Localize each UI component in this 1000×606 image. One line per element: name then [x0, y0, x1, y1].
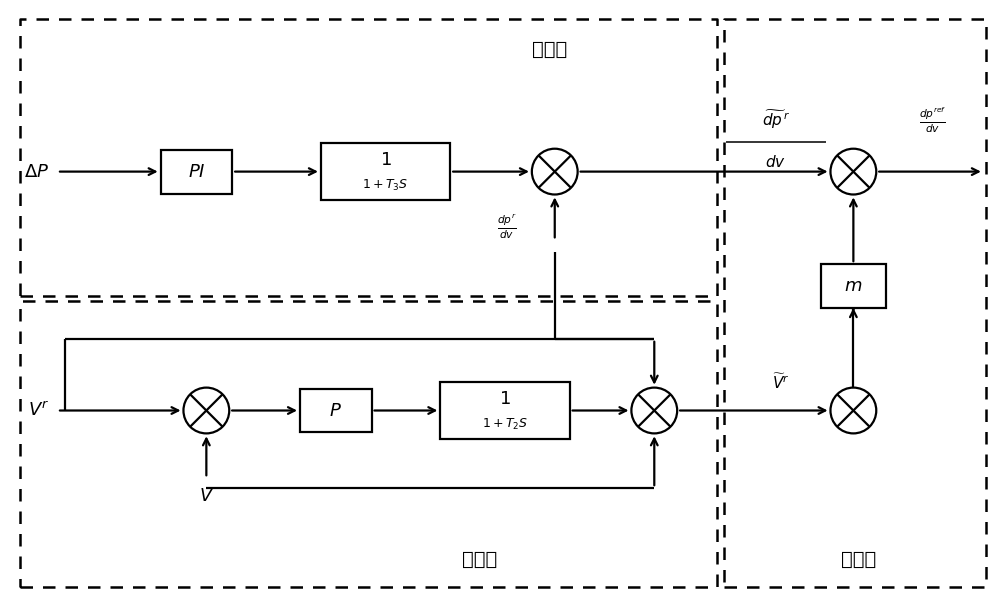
Text: $-$: $-$ [840, 173, 850, 187]
Text: $V$: $V$ [199, 487, 214, 505]
Text: 第一层: 第一层 [841, 550, 876, 569]
Circle shape [183, 388, 229, 433]
Text: +: + [542, 158, 551, 168]
Text: +: + [840, 158, 850, 168]
Text: $\frac{dp^{ref}}{dv}$: $\frac{dp^{ref}}{dv}$ [919, 105, 947, 135]
Bar [821, 264, 886, 308]
Text: $1 + T_3 S$: $1 + T_3 S$ [362, 178, 409, 193]
Text: 第三层: 第三层 [532, 39, 567, 59]
Text: $m$: $m$ [844, 277, 863, 295]
Circle shape [532, 148, 578, 195]
Circle shape [830, 388, 876, 433]
Circle shape [631, 388, 677, 433]
Bar [300, 388, 372, 433]
Text: $1$: $1$ [380, 151, 391, 168]
Text: $\frac{dp^r}{dv}$: $\frac{dp^r}{dv}$ [497, 212, 517, 241]
Text: $PI$: $PI$ [188, 162, 205, 181]
Text: +: + [840, 414, 850, 424]
Text: $1$: $1$ [499, 390, 511, 408]
Text: +: + [193, 397, 203, 407]
Bar [161, 150, 232, 193]
Text: $1 + T_2 S$: $1 + T_2 S$ [482, 417, 528, 432]
Text: 第二层: 第二层 [462, 550, 498, 569]
Bar [321, 143, 450, 201]
Circle shape [830, 148, 876, 195]
Text: $\widetilde{V}^r$: $\widetilde{V}^r$ [772, 373, 789, 393]
Text: +: + [641, 397, 651, 407]
Text: $\Delta P$: $\Delta P$ [24, 162, 49, 181]
Text: $P$: $P$ [329, 402, 342, 419]
Text: $-$: $-$ [193, 413, 203, 425]
Text: $-$: $-$ [840, 396, 850, 408]
Text: $\widetilde{dp}^{\,r}$: $\widetilde{dp}^{\,r}$ [762, 108, 790, 132]
Text: +: + [542, 175, 551, 185]
Text: $V^r$: $V^r$ [28, 401, 49, 420]
Bar [440, 382, 570, 439]
Text: $dv$: $dv$ [765, 154, 786, 170]
Text: +: + [641, 414, 651, 424]
